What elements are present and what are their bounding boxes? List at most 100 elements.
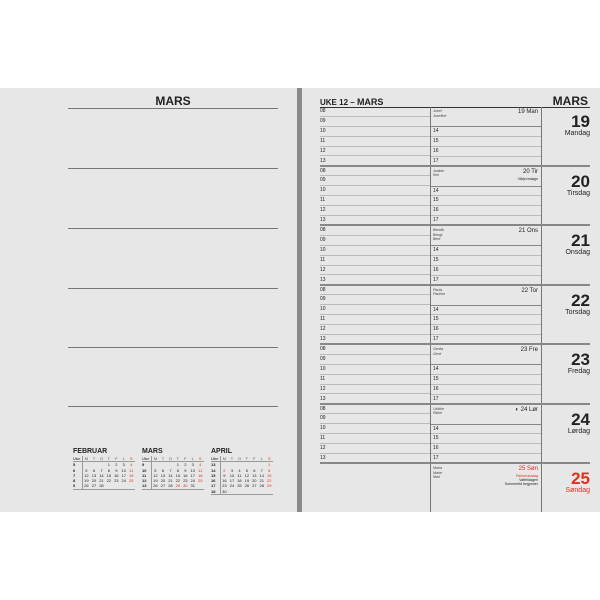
- day-info: Gerda Gerd 23 Fre: [431, 345, 541, 365]
- hour-slot[interactable]: 11: [320, 434, 430, 445]
- hour-slot[interactable]: 11: [320, 315, 430, 326]
- hour-slot[interactable]: 12: [320, 266, 430, 276]
- week-number: 14: [211, 467, 221, 473]
- hour-slot[interactable]: 08: [320, 286, 430, 296]
- hour-slot[interactable]: 16: [431, 325, 541, 336]
- hour-slot[interactable]: 08: [320, 107, 430, 117]
- hour-slot[interactable]: 09: [320, 236, 430, 246]
- day-number: 25: [571, 469, 590, 488]
- date-cell: 30: [183, 483, 188, 489]
- hour-slot[interactable]: 15: [431, 196, 541, 207]
- day-number: 22: [571, 290, 590, 310]
- day-block-23: 08 09 10 11 12 13 14 15 16 17 Gerda Gerd 23 Fre 23 Fre…: [320, 345, 590, 405]
- week-number: 5: [73, 461, 83, 468]
- hour-slot[interactable]: 14: [431, 365, 541, 375]
- weekday-header: T: [159, 456, 167, 463]
- hour-slot[interactable]: 12: [320, 147, 430, 157]
- date-cell: 27: [252, 483, 257, 489]
- hour-slot[interactable]: 10: [320, 305, 430, 316]
- hour-slot[interactable]: 16: [431, 147, 541, 157]
- mini-calendar-title: MARS: [142, 448, 163, 455]
- day-info: Bendik Bengt Bent 21 Ons: [431, 226, 541, 246]
- date-cell: 18: [237, 478, 242, 484]
- date-cell: 11: [237, 472, 242, 478]
- hour-slot[interactable]: 10: [320, 186, 430, 197]
- hour-slot[interactable]: 16: [431, 206, 541, 217]
- hour-slot[interactable]: 12: [320, 206, 430, 216]
- hour-slot[interactable]: 12: [320, 444, 430, 454]
- hour-slot[interactable]: 15: [431, 315, 541, 326]
- day-info: Joakim Kim 20 Tir Vårjevndøgn: [431, 167, 541, 187]
- date-cell: [236, 489, 243, 495]
- date-cell: 10: [229, 472, 235, 478]
- week-number: 18: [211, 488, 221, 495]
- hour-slot[interactable]: 12: [320, 325, 430, 335]
- hour-slot[interactable]: 10: [320, 424, 430, 435]
- date-cell: 23: [222, 483, 227, 489]
- hour-slot[interactable]: 15: [431, 256, 541, 266]
- hour-slot[interactable]: 09: [320, 117, 430, 127]
- hour-slot[interactable]: 08: [320, 167, 430, 177]
- weekday-header: O: [166, 456, 175, 463]
- hour-slot[interactable]: 08: [320, 405, 430, 415]
- date-cell: 17: [190, 472, 195, 478]
- hour-slot[interactable]: 15: [431, 434, 541, 445]
- day-label: 21 Ons: [519, 228, 538, 234]
- mini-calendar-grid: Uke M T O T F L S 13 1 14 2 3 4 5 6 7 8 15 9 10 11 12 13 14 15 16 1…: [211, 456, 273, 496]
- hour-slot[interactable]: 16: [431, 266, 541, 276]
- date-cell: 13: [91, 472, 97, 478]
- note-line: [68, 347, 278, 348]
- hour-slot[interactable]: 08: [320, 345, 430, 355]
- hour-slot[interactable]: 08: [320, 226, 430, 236]
- hour-slot[interactable]: 16: [431, 385, 541, 395]
- date-cell: 10: [190, 467, 195, 473]
- date-cell: 3: [122, 462, 125, 468]
- hour-slot[interactable]: 09: [320, 355, 430, 365]
- hour-slot[interactable]: 14: [431, 246, 541, 256]
- date-cell: 6: [92, 467, 96, 473]
- week-number: 9: [142, 461, 152, 468]
- hour-slot[interactable]: 10: [320, 246, 430, 256]
- hour-slot[interactable]: 11: [320, 137, 430, 147]
- hour-slot[interactable]: 15: [431, 375, 541, 385]
- hour-slot[interactable]: 09: [320, 295, 430, 306]
- hour-slot[interactable]: 11: [320, 196, 430, 207]
- hour-slot[interactable]: 09: [320, 176, 430, 187]
- name-day: Bendik: [433, 228, 444, 232]
- hour-slot[interactable]: 14: [431, 127, 541, 137]
- hour-slot[interactable]: 14: [431, 306, 541, 316]
- date-cell: [127, 483, 135, 489]
- date-cell: 28: [168, 483, 173, 489]
- hour-slot[interactable]: 10: [320, 127, 430, 137]
- hour-slot[interactable]: 16: [431, 444, 541, 455]
- dash: –: [350, 98, 355, 107]
- hour-slot[interactable]: 15: [431, 137, 541, 147]
- name-day: Paula: [433, 287, 443, 292]
- day-label-text: 23 Fre: [520, 347, 538, 353]
- date-cell: 15: [106, 472, 112, 478]
- mini-calendar-mars: MARS Uke M T O T F L S 9 1 2 3 4 10 5 6 7 8 9 10 11 11 12 13 14 15…: [142, 448, 204, 490]
- week-number: 9: [73, 483, 83, 490]
- weekday-header: M: [220, 456, 229, 463]
- week-row: 6 5 6 7 8 9 10 11: [73, 467, 135, 473]
- half-moon-icon: ◐: [515, 406, 521, 413]
- hour-slot[interactable]: 11: [320, 256, 430, 266]
- hour-slot[interactable]: 09: [320, 414, 430, 425]
- date-cell: 4: [199, 462, 202, 468]
- week-month: MARS: [356, 97, 384, 107]
- name-day: Joakim: [433, 168, 445, 173]
- week-number: 11: [142, 472, 152, 479]
- hour-slot[interactable]: 12: [320, 385, 430, 395]
- date-cell: 3: [230, 467, 234, 473]
- day-label-text: 24 Lør: [520, 406, 538, 413]
- hour-slot[interactable]: 14: [431, 425, 541, 435]
- hour-slot[interactable]: 14: [431, 187, 541, 197]
- weekday-header: Uke: [73, 456, 83, 463]
- mini-calendar-title: APRIL: [211, 448, 232, 455]
- hour-slot[interactable]: 11: [320, 375, 430, 385]
- hour-slot[interactable]: 10: [320, 365, 430, 375]
- header-rule: [320, 107, 590, 108]
- week-row: 16 16 17 18 19 20 21 22: [211, 478, 273, 484]
- day-number: 21: [571, 231, 590, 250]
- mini-calendar-april: APRIL Uke M T O T F L S 13 1 14 2 3 4 5 6 7 8 15 9 10 11 12 13 14…: [211, 448, 273, 496]
